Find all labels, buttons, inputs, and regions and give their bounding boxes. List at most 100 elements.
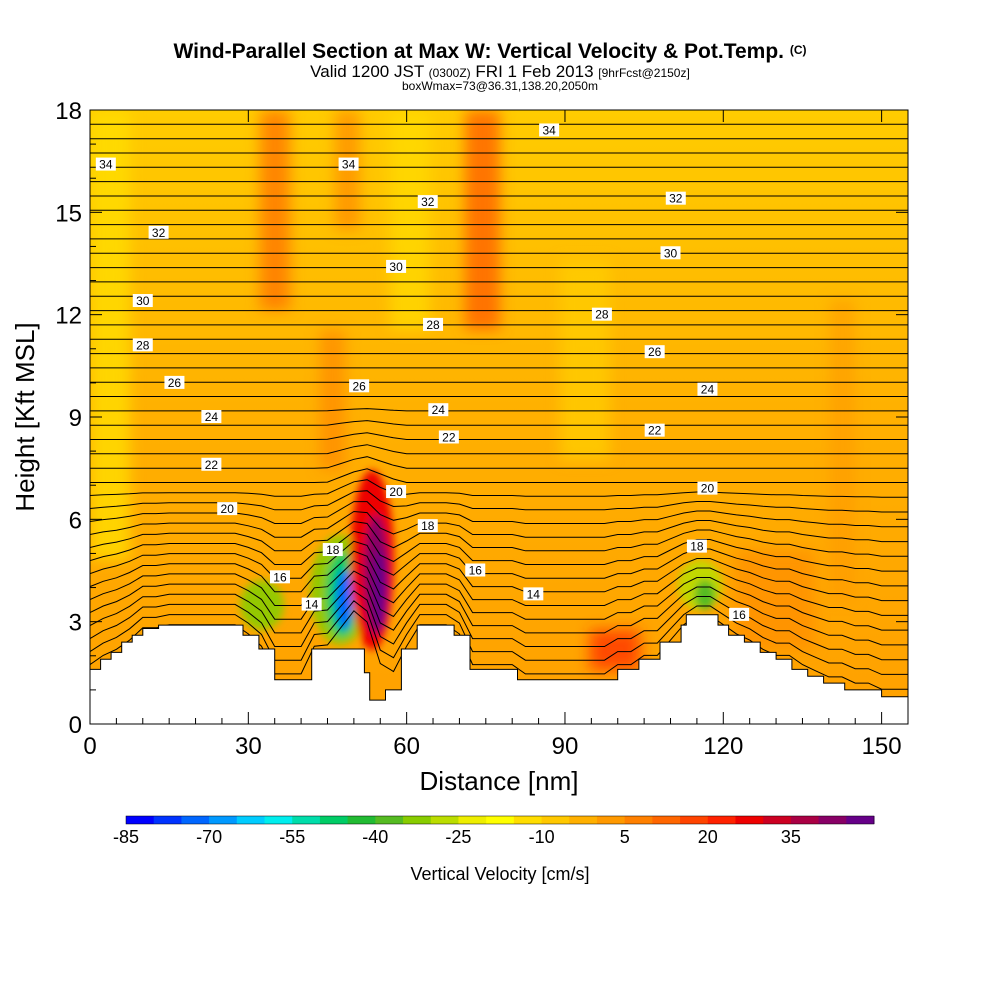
updraft-downdraft-core — [240, 470, 722, 650]
isentrope-line — [90, 580, 908, 646]
contour-label-bg — [523, 587, 544, 601]
colorbar-swatch — [153, 816, 182, 824]
contour-label: 22 — [438, 430, 459, 444]
contour-label-text: 14 — [305, 598, 319, 612]
contour-label-text: 24 — [432, 403, 446, 417]
x-tick-label: 0 — [83, 733, 96, 760]
colorbar-swatch — [319, 816, 349, 824]
y-tick-label: 6 — [69, 507, 82, 534]
potential-temperature-contours — [90, 110, 908, 690]
contour-label: 34 — [539, 123, 560, 137]
y-axis: 0 3 6 9 12 15 18 — [55, 98, 908, 739]
contour-label-bg — [322, 543, 343, 557]
colorbar-swatch — [680, 816, 709, 824]
isentrope-line — [90, 560, 908, 616]
contour-label: 20 — [217, 502, 238, 516]
x-tick-label: 150 — [862, 733, 902, 760]
contour-label-text: 26 — [352, 379, 366, 393]
terrain-mask — [90, 614, 908, 724]
colorbar-swatch — [846, 816, 875, 824]
contour-label-text: 30 — [136, 294, 150, 308]
contour-label-text: 16 — [273, 570, 287, 584]
contour-label: 16 — [465, 563, 486, 578]
contour-label-text: 34 — [99, 158, 113, 172]
contour-label-bg — [417, 519, 438, 533]
chart-title-text: Wind-Parallel Section at Max W: Vertical… — [173, 40, 784, 63]
colorbar-swatch — [652, 816, 681, 824]
colorbar-swatch — [541, 816, 570, 824]
contour-label-bg — [423, 317, 444, 331]
contour-label: 28 — [591, 307, 612, 322]
contour-label: 32 — [417, 195, 438, 209]
contour-label-text: 22 — [648, 424, 662, 438]
contour-label: 22 — [644, 423, 665, 438]
contour-label-bg — [132, 294, 153, 308]
colorbar-swatch — [292, 816, 321, 824]
contour-label-bg — [201, 457, 222, 471]
colorbar-swatch — [486, 816, 515, 824]
isentrope-line — [90, 590, 908, 661]
chart-box-note: boxWmax=73@36.31,138.20,2050m — [402, 79, 598, 93]
contour-label-text: 16 — [469, 564, 483, 578]
subtitle-utc: (0300Z) — [429, 66, 471, 80]
isentrope-line — [90, 520, 908, 557]
contour-label-text: 26 — [168, 376, 182, 390]
isentrope-line — [90, 540, 908, 587]
contour-label-text: 14 — [527, 587, 541, 601]
contour-label-text: 18 — [421, 519, 435, 533]
contour-label: 32 — [148, 225, 169, 240]
isentrope-line — [90, 510, 908, 543]
colorbar-swatch — [735, 816, 764, 824]
isentrope-line — [90, 420, 908, 426]
contour-label-text: 24 — [205, 410, 219, 424]
contour-label-bg — [269, 570, 290, 584]
isentrope-line — [90, 530, 908, 572]
x-axis: 0 30 60 90 120 150 — [83, 110, 902, 760]
y-tick-label: 3 — [69, 610, 82, 637]
isentrope-line — [90, 444, 908, 455]
contour-label: 14 — [301, 597, 322, 612]
colorbar-swatch — [763, 816, 792, 824]
contour-label-bg — [697, 382, 718, 396]
contour-label: 16 — [729, 607, 750, 622]
colorbar-tick-label: -25 — [445, 827, 471, 847]
contour-label: 26 — [349, 379, 370, 393]
colorbar-swatch — [236, 816, 266, 824]
chart-subtitle: Valid 1200 JST (0300Z) FRI 1 Feb 2013 [9… — [310, 62, 690, 81]
colorbar-swatch — [790, 816, 820, 824]
contour-label: 26 — [644, 345, 665, 359]
isentrope-line — [90, 479, 908, 498]
colorbar-swatch — [403, 816, 432, 824]
subtitle-valid: Valid 1200 JST — [310, 62, 424, 81]
contour-label-text: 28 — [595, 308, 609, 322]
contour-label: 22 — [201, 457, 222, 472]
contour-label: 20 — [386, 485, 407, 499]
contour-label: 30 — [132, 294, 153, 308]
contour-label-bg — [148, 225, 169, 239]
contour-label-text: 30 — [389, 260, 403, 274]
contour-label: 24 — [428, 403, 449, 417]
contour-label-bg — [438, 430, 459, 444]
contour-label-bg — [386, 259, 407, 273]
contour-label-text: 20 — [389, 485, 403, 499]
contour-label: 20 — [697, 481, 718, 496]
colorbar-swatch — [707, 816, 736, 824]
contour-label-bg — [95, 157, 116, 171]
contour-label-text: 24 — [701, 383, 715, 397]
colorbar-frame — [125, 815, 875, 825]
colorbar — [125, 815, 875, 825]
contour-label-text: 16 — [732, 608, 746, 622]
y-tick-label: 9 — [69, 405, 82, 432]
contour-label-bg — [686, 539, 707, 553]
colorbar-swatch — [126, 816, 155, 824]
colorbar-swatch — [596, 816, 626, 824]
contour-label: 32 — [665, 191, 686, 206]
colorbar-swatch — [209, 816, 238, 824]
contour-label: 30 — [386, 259, 407, 274]
isentrope-line — [90, 468, 908, 483]
contour-label: 34 — [338, 157, 359, 172]
colorbar-ticks: -85 -70 -55 -40 -25 -10 5 20 35 — [113, 827, 801, 847]
contour-label-bg — [417, 195, 438, 209]
velocity-field-blobs — [90, 110, 855, 670]
contour-label-bg — [591, 307, 612, 321]
